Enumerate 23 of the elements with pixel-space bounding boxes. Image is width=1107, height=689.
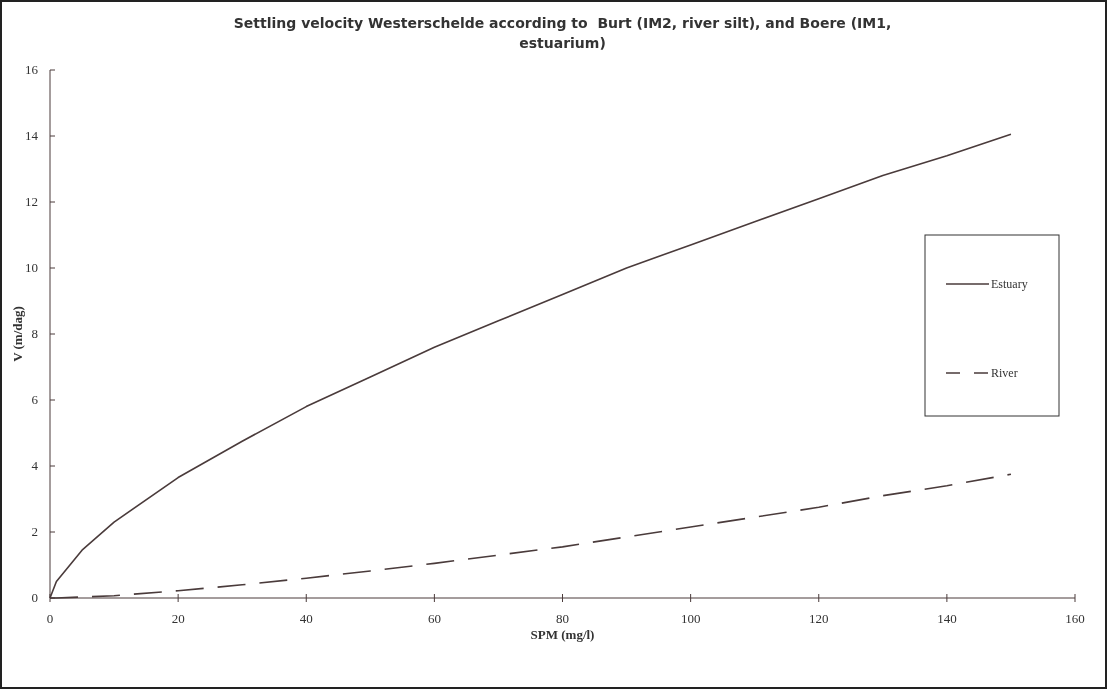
y-tick-label: 8 bbox=[31, 326, 38, 341]
x-tick-label: 120 bbox=[809, 611, 829, 626]
x-tick-label: 0 bbox=[46, 611, 54, 626]
y-tick-label: 2 bbox=[31, 524, 38, 539]
x-tick-label: 20 bbox=[171, 611, 185, 626]
x-tick-label: 160 bbox=[1065, 611, 1085, 626]
x-tick-label: 60 bbox=[427, 611, 441, 626]
legend-label: Estuary bbox=[991, 277, 1028, 291]
x-axis-title: SPM (mg/l) bbox=[530, 627, 595, 642]
chart-title: Settling velocity Westerschelde according to Burt (IM2, river silt), and Boere (IM1, estuarium) bbox=[233, 15, 892, 51]
x-tick-label: 40 bbox=[299, 611, 313, 626]
y-tick-label: 12 bbox=[25, 194, 38, 209]
x-tick-label: 80 bbox=[556, 611, 569, 626]
y-axis-title: V (m/dag) bbox=[10, 306, 25, 362]
y-tick-label: 6 bbox=[31, 392, 39, 407]
y-tick-label: 10 bbox=[25, 260, 38, 275]
y-tick-label: 0 bbox=[31, 590, 38, 605]
legend-label: River bbox=[991, 366, 1018, 380]
y-tick-label: 14 bbox=[25, 128, 39, 143]
x-tick-label: 140 bbox=[937, 611, 957, 626]
y-tick-label: 16 bbox=[25, 62, 39, 77]
y-tick-label: 4 bbox=[31, 458, 39, 473]
x-tick-label: 100 bbox=[680, 611, 701, 626]
